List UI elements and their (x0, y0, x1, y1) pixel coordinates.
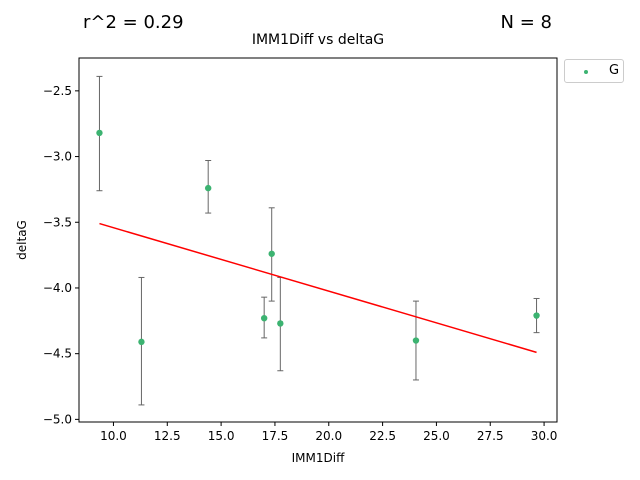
data-point (204, 184, 212, 192)
x-tick-label: 27.5 (477, 429, 504, 443)
x-tick-label: 22.5 (369, 429, 396, 443)
y-tick-label: −4.5 (43, 347, 72, 361)
plot-frame (78, 57, 558, 423)
x-tick-label: 15.0 (208, 429, 235, 443)
x-tick-label: 17.5 (262, 429, 289, 443)
y-tick-label: −2.5 (43, 84, 72, 98)
x-tick-label: 30.0 (531, 429, 558, 443)
x-axis-label: IMM1Diff (292, 451, 345, 465)
legend-marker (584, 70, 588, 74)
data-point (138, 338, 145, 346)
data-point (533, 312, 540, 319)
sample-count-text: N = 8 (500, 12, 552, 33)
x-tick-label: 10.0 (100, 429, 127, 443)
r-squared-text: r^2 = 0.29 (83, 12, 184, 33)
data-point (96, 129, 103, 137)
chart-title: IMM1Diff vs deltaG (252, 32, 384, 48)
legend-label: G (609, 63, 620, 78)
x-tick-label: 25.0 (423, 429, 450, 443)
y-tick-label: −4.0 (43, 281, 72, 295)
x-tick-label: 12.5 (154, 429, 181, 443)
data-point (412, 337, 420, 344)
data-point (268, 250, 275, 257)
y-axis-label: deltaG (15, 220, 29, 260)
data-point (277, 320, 284, 327)
data-point (260, 314, 268, 322)
x-tick-label: 20.0 (315, 429, 342, 443)
fit-line (99, 222, 537, 354)
y-tick-label: −3.0 (43, 150, 72, 164)
y-tick-label: −3.5 (43, 215, 72, 229)
legend: G (564, 59, 624, 83)
y-tick-label: −5.0 (43, 412, 72, 426)
